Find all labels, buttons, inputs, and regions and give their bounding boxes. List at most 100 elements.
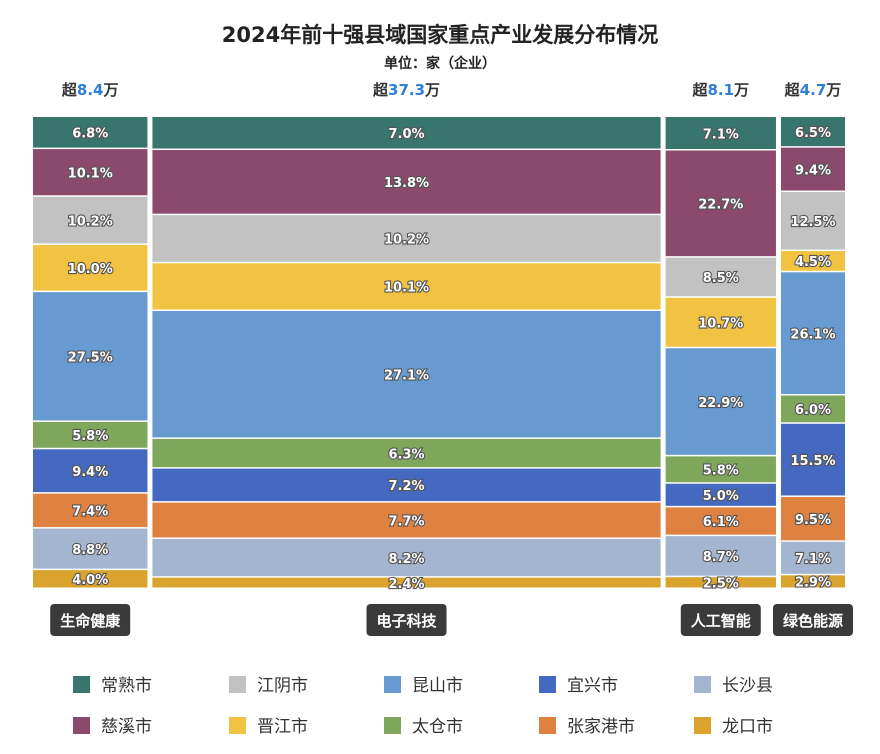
legend-label: 晋江市 <box>257 717 308 737</box>
legend-swatch <box>73 676 90 693</box>
segment-value-label: 2.4% <box>388 577 424 592</box>
segment-value-label: 7.1% <box>795 552 831 567</box>
category-label: 人工智能 <box>691 612 751 630</box>
legend-label: 宜兴市 <box>567 676 618 696</box>
legend-label: 慈溪市 <box>101 717 152 737</box>
segment-人工智能-江阴市 <box>665 257 776 297</box>
segment-人工智能-慈溪市 <box>665 150 776 257</box>
segment-人工智能-太仓市 <box>665 456 776 483</box>
segment-value-label: 8.2% <box>388 552 424 567</box>
segment-绿色能源-宜兴市 <box>780 423 845 496</box>
segment-绿色能源-慈溪市 <box>780 147 845 191</box>
column-totals: 超8.4万 超37.3万 超8.1万 超4.7万 <box>61 81 841 99</box>
segment-value-label: 27.1% <box>384 368 429 383</box>
segment-value-label: 10.0% <box>68 262 113 277</box>
segment-value-label: 10.2% <box>384 233 429 248</box>
segment-电子科技-江阴市 <box>152 215 661 262</box>
segment-生命健康-昆山市 <box>33 292 148 421</box>
segment-value-label: 9.5% <box>795 513 831 528</box>
legend-swatch <box>694 676 711 693</box>
segment-绿色能源-张家港市 <box>780 496 845 541</box>
segment-电子科技-龙口市 <box>152 577 661 588</box>
segment-value-label: 7.7% <box>388 514 424 529</box>
legend-swatch <box>384 676 401 693</box>
segment-value-label: 4.0% <box>72 573 108 588</box>
segment-生命健康-常熟市 <box>33 117 148 148</box>
segment-value-label: 5.8% <box>72 429 108 444</box>
column-total-label: 超4.7万 <box>784 81 842 99</box>
category-label: 生命健康 <box>60 612 121 630</box>
legend-swatch <box>73 717 90 734</box>
segment-value-label: 6.8% <box>72 127 108 142</box>
segment-value-label: 5.0% <box>703 489 739 504</box>
segment-value-label: 8.8% <box>72 543 108 558</box>
segment-value-label: 8.5% <box>703 271 739 286</box>
chart-subtitle: 单位：家（企业） <box>384 55 496 72</box>
segment-生命健康-太仓市 <box>33 421 148 448</box>
segment-value-label: 22.9% <box>698 396 743 411</box>
segment-绿色能源-常熟市 <box>780 117 845 147</box>
category-label: 绿色能源 <box>783 612 843 630</box>
segment-value-label: 9.4% <box>795 163 831 178</box>
legend-swatch <box>384 717 401 734</box>
column-total-label: 超37.3万 <box>372 81 440 99</box>
segment-value-label: 7.2% <box>388 479 424 494</box>
segment-人工智能-晋江市 <box>665 297 776 347</box>
segment-电子科技-长沙县 <box>152 538 661 577</box>
segment-value-label: 10.1% <box>384 281 429 296</box>
legend-swatch <box>229 676 246 693</box>
segment-人工智能-长沙县 <box>665 536 776 576</box>
segment-绿色能源-江阴市 <box>780 192 845 250</box>
segment-value-label: 22.7% <box>698 198 743 213</box>
category-tag <box>366 604 447 636</box>
segment-value-label: 6.3% <box>388 447 424 462</box>
segment-电子科技-晋江市 <box>152 263 661 310</box>
segment-value-label: 27.5% <box>68 351 113 366</box>
legend-label: 江阴市 <box>257 676 308 696</box>
category-label: 电子科技 <box>377 612 438 630</box>
category-tag <box>772 604 853 636</box>
legend-label: 太仓市 <box>412 717 463 737</box>
segment-value-label: 15.5% <box>790 454 835 469</box>
legend-swatch <box>539 676 556 693</box>
legend-swatch <box>694 717 711 734</box>
segment-生命健康-晋江市 <box>33 244 148 291</box>
segment-value-label: 10.7% <box>698 317 743 332</box>
segment-value-label: 12.5% <box>790 215 835 230</box>
segment-value-label: 2.9% <box>795 576 831 591</box>
category-tag <box>50 604 131 636</box>
segment-电子科技-常熟市 <box>152 117 661 149</box>
segment-value-label: 8.7% <box>703 550 739 565</box>
chart-title: 2024年前十强县域国家重点产业发展分布情况 <box>222 23 658 47</box>
column-total-label: 超8.4万 <box>61 81 119 99</box>
segment-电子科技-太仓市 <box>152 438 661 468</box>
category-labels: 生命健康 电子科技 人工智能 绿色能源 <box>50 604 853 636</box>
legend-label: 昆山市 <box>412 676 463 696</box>
segment-value-label: 10.2% <box>68 214 113 229</box>
segment-人工智能-昆山市 <box>665 348 776 455</box>
segment-value-label: 13.8% <box>384 176 429 191</box>
segment-电子科技-慈溪市 <box>152 150 661 214</box>
segment-value-label: 26.1% <box>790 327 835 342</box>
category-tag <box>680 604 761 636</box>
segment-电子科技-张家港市 <box>152 502 661 538</box>
segment-生命健康-江阴市 <box>33 196 148 244</box>
segment-人工智能-龙口市 <box>665 577 776 588</box>
segment-生命健康-龙口市 <box>33 570 148 588</box>
segment-生命健康-慈溪市 <box>33 149 148 196</box>
segment-生命健康-张家港市 <box>33 493 148 528</box>
segment-绿色能源-长沙县 <box>780 541 845 574</box>
segment-绿色能源-龙口市 <box>780 575 845 588</box>
column-total-label: 超8.1万 <box>691 81 749 99</box>
legend-label: 长沙县 <box>722 676 773 696</box>
segment-value-label: 10.1% <box>68 166 113 181</box>
segment-人工智能-宜兴市 <box>665 483 776 506</box>
segment-value-label: 6.5% <box>795 126 831 141</box>
segment-绿色能源-晋江市 <box>780 251 845 271</box>
legend-swatch <box>539 717 556 734</box>
legend-label: 张家港市 <box>567 717 635 737</box>
segment-value-label: 6.1% <box>703 515 739 530</box>
segment-电子科技-宜兴市 <box>152 468 661 502</box>
segment-value-label: 4.5% <box>795 255 831 270</box>
